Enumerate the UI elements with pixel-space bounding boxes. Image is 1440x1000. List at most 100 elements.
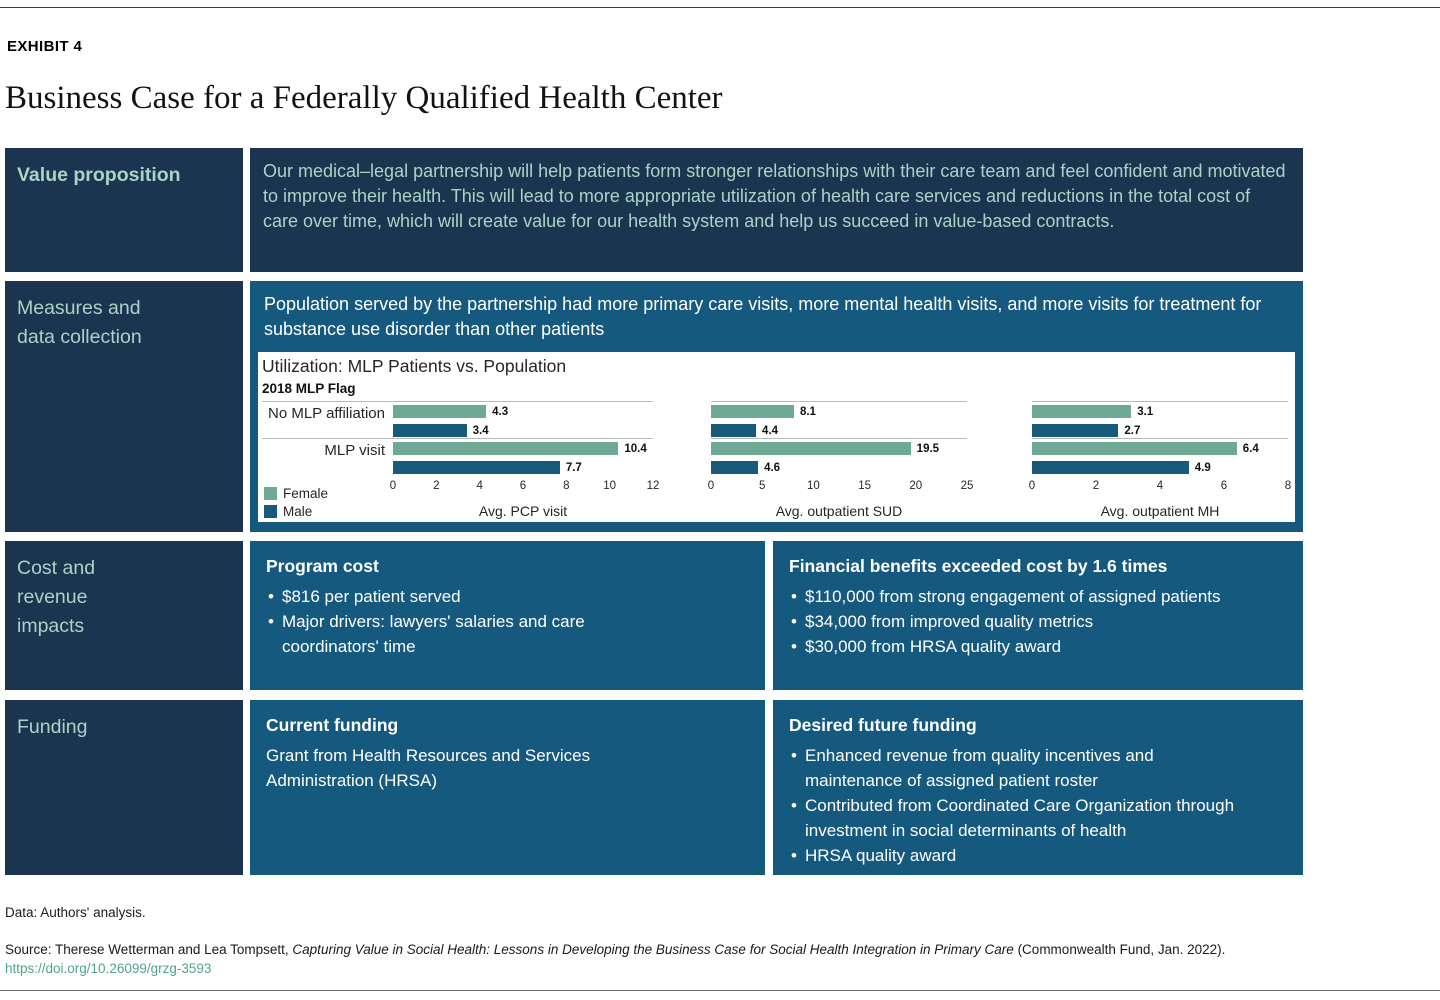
bar-value-label: 6.4: [1242, 442, 1259, 455]
x-axis-ticks: 0 2 4 6 8 10 12: [389, 480, 660, 494]
legend-swatch-female: [264, 486, 277, 500]
bar-value-label: 10.4: [624, 442, 647, 455]
category-label: MLP visit: [324, 442, 385, 459]
financial-benefits-heading: Financial benefits exceeded cost by 1.6 …: [789, 556, 1168, 576]
bar-value-label: 4.3: [492, 405, 509, 418]
bar-male: [711, 461, 759, 474]
x-tick: 15: [858, 480, 871, 492]
value-proposition-body: Our medical–legal partnership will help …: [250, 148, 1303, 272]
program-cost-bullet: $816 per patient served: [266, 584, 646, 609]
future-funding-bullet: Enhanced revenue from quality incentives…: [789, 743, 1236, 793]
x-axis-ticks: 0 5 10 15 20 25: [708, 480, 974, 494]
row-value-proposition: Value proposition Our medical–legal part…: [5, 148, 1303, 272]
x-tick: 10: [603, 480, 617, 492]
current-funding-body: Grant from Health Resources and Services…: [266, 746, 591, 790]
chart-panel: 3.1 2.7 6.4 4.9 0 2 4 6 8 Avg. outpatient MH: [1028, 401, 1291, 519]
x-axis-label: Avg. PCP visit: [478, 503, 568, 519]
x-tick: 2: [433, 480, 440, 492]
program-cost-bullet: Major drivers: lawyers' salaries and car…: [266, 609, 646, 659]
bar-female: [393, 405, 487, 418]
bar-value-label: 4.6: [764, 461, 781, 474]
program-cost-box: Program cost $816 per patient served Maj…: [250, 541, 765, 690]
category-label: No MLP affiliation: [267, 405, 385, 422]
bar-value-label: 19.5: [916, 442, 940, 455]
bar-value-label: 8.1: [799, 405, 816, 418]
top-rule: [0, 7, 1440, 8]
chart-legend: Female Male: [264, 484, 328, 520]
current-funding-box: Current funding Grant from Health Resour…: [250, 700, 765, 875]
bar-value-label: 7.7: [565, 461, 582, 474]
source-note: Source: Therese Wetterman and Lea Tompse…: [5, 942, 1305, 957]
legend-label: Male: [283, 503, 313, 519]
legend-item: Male: [264, 502, 328, 520]
data-note: Data: Authors' analysis.: [5, 905, 146, 920]
row-label-funding: Funding: [5, 700, 243, 875]
chart-category-group: MLP visit 10.4 7.7: [262, 438, 653, 475]
x-axis-label: Avg. outpatient SUD: [775, 503, 903, 519]
page-title: Business Case for a Federally Qualified …: [5, 80, 723, 116]
row-label-text: Funding: [17, 716, 88, 738]
x-axis-label: Avg. outpatient MH: [1100, 503, 1220, 519]
chart-panel: 8.1 4.4 19.5 4.6 0 5 10 15 20 25 Avg. outpatient S…: [708, 401, 974, 519]
cell-measures: Population served by the partnership had…: [250, 281, 1303, 532]
chart-group-field-label: 2018 MLP Flag: [262, 381, 356, 396]
x-tick: 2: [1092, 480, 1100, 492]
bar-male: [393, 424, 467, 437]
x-tick: 0: [1028, 480, 1036, 492]
financial-benefits-bullet: $110,000 from strong engagement of assig…: [789, 584, 1241, 609]
utilization-chart: Utilization: MLP Patients vs. Population…: [258, 352, 1295, 522]
doi-link[interactable]: https://doi.org/10.26099/grzg-3593: [5, 961, 212, 976]
row-label-text: Cost and revenue impacts: [17, 557, 96, 637]
bar-male: [711, 424, 757, 437]
exhibit-label: EXHIBIT 4: [7, 38, 83, 55]
chart-panels: No MLP affiliation 4.3 3.4 MLP visit 10.4 7.7…: [262, 401, 1295, 519]
chart-category-group: No MLP affiliation 4.3 3.4: [262, 401, 653, 438]
x-tick: 10: [806, 480, 820, 492]
program-cost-heading: Program cost: [266, 556, 379, 576]
legend-item: Female: [264, 484, 328, 502]
bottom-rule: [0, 990, 1440, 991]
source-title: Capturing Value in Social Health: Lesson…: [292, 942, 1014, 957]
chart-category-group: 6.4 4.9: [1032, 438, 1288, 475]
cell-cost-revenue: Program cost $816 per patient served Maj…: [250, 541, 1303, 690]
financial-benefits-bullet: $30,000 from HRSA quality award: [789, 634, 1241, 659]
bar-female: [1032, 405, 1132, 418]
x-tick: 5: [758, 480, 766, 492]
x-tick: 20: [909, 480, 923, 492]
chart-category-group: 19.5 4.6: [711, 438, 967, 475]
bar-male: [1032, 424, 1119, 437]
row-label-measures: Measures and data collection: [5, 281, 243, 532]
chart-panel: No MLP affiliation 4.3 3.4 MLP visit 10.4 7.7…: [262, 401, 660, 519]
current-funding-heading: Current funding: [266, 715, 399, 735]
row-measures: Measures and data collection Population …: [5, 281, 1303, 532]
future-funding-box: Desired future funding Enhanced revenue …: [773, 700, 1303, 875]
future-funding-bullet: HRSA quality award: [789, 843, 1236, 868]
bar-female: [711, 405, 794, 418]
cell-funding: Current funding Grant from Health Resour…: [250, 700, 1303, 875]
chart-category-group: 8.1 4.4: [711, 401, 967, 438]
bar-female: [1032, 442, 1237, 455]
x-tick: 6: [519, 480, 527, 492]
legend-swatch-male: [264, 504, 277, 518]
x-tick: 6: [1220, 480, 1228, 492]
bar-value-label: 3.4: [472, 424, 489, 437]
source-suffix: (Commonwealth Fund, Jan. 2022).: [1013, 942, 1226, 957]
x-tick: 4: [1156, 480, 1164, 492]
row-label-value-proposition: Value proposition: [5, 148, 243, 272]
legend-label: Female: [283, 485, 329, 501]
cell-value-proposition: Our medical–legal partnership will help …: [250, 148, 1303, 272]
x-tick: 0: [389, 480, 397, 492]
measures-body: Population served by the partnership had…: [250, 281, 1303, 532]
row-label-text: Value proposition: [17, 164, 181, 186]
bar-female: [393, 442, 619, 455]
x-tick: 4: [476, 480, 483, 492]
measures-intro: Population served by the partnership had…: [264, 294, 1262, 339]
x-tick: 25: [960, 480, 974, 492]
bar-value-label: 4.4: [762, 424, 779, 437]
future-funding-heading: Desired future funding: [789, 715, 977, 735]
bar-value-label: 3.1: [1137, 405, 1154, 418]
financial-benefits-bullet: $34,000 from improved quality metrics: [789, 609, 1241, 634]
bar-value-label: 2.7: [1124, 424, 1141, 437]
future-funding-bullet: Contributed from Coordinated Care Organi…: [789, 793, 1236, 843]
bar-value-label: 4.9: [1194, 461, 1211, 474]
